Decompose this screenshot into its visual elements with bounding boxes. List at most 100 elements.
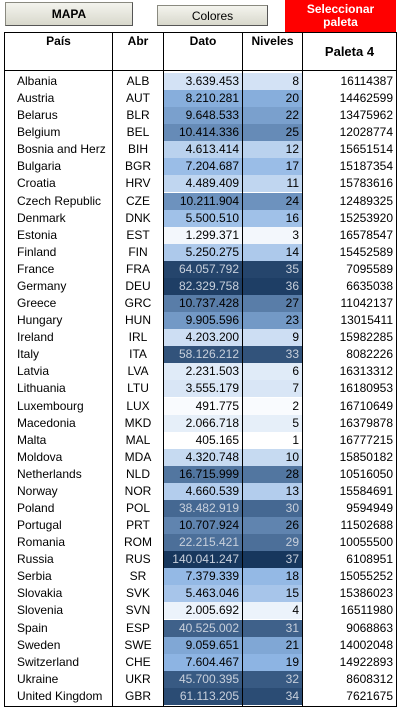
level-cell: 37 bbox=[243, 551, 302, 569]
palette-color-cell: 11502688 bbox=[340, 518, 394, 533]
palette-color-cell: 12028774 bbox=[339, 125, 393, 140]
country-cell: Luxembourg bbox=[17, 398, 84, 413]
header-divider bbox=[4, 70, 397, 71]
abbreviation-cell: UKR bbox=[125, 671, 151, 686]
abbreviation-cell: CZE bbox=[126, 193, 150, 208]
abbreviation-cell: DEU bbox=[125, 278, 151, 293]
value-cell: 61.113.205 bbox=[164, 687, 242, 705]
header-dato: Dato bbox=[189, 34, 217, 48]
level-cell: 36 bbox=[243, 277, 302, 295]
country-cell: Estonia bbox=[17, 227, 58, 242]
palette-color-cell: 8608312 bbox=[346, 671, 393, 686]
palette-color-cell: 9068863 bbox=[346, 620, 393, 635]
country-cell: Moldova bbox=[17, 449, 63, 464]
value-cell: 9.905.596 bbox=[164, 312, 242, 330]
abbreviation-cell: SWE bbox=[124, 637, 152, 652]
palette-color-cell: 16777215 bbox=[339, 432, 393, 447]
abbreviation-cell: ESP bbox=[125, 620, 150, 635]
value-cell: 58.126.212 bbox=[164, 346, 242, 364]
value-cell: 10.414.336 bbox=[164, 124, 242, 142]
palette-color-cell: 15982285 bbox=[339, 330, 393, 345]
country-cell: Denmark bbox=[17, 210, 66, 225]
country-cell: Italy bbox=[17, 347, 40, 362]
country-cell: Switzerland bbox=[17, 654, 80, 669]
palette-color-cell: 15187354 bbox=[339, 159, 393, 174]
abbreviation-cell: SVN bbox=[125, 603, 151, 618]
country-cell: Serbia bbox=[17, 569, 52, 584]
level-cell: 31 bbox=[243, 619, 302, 637]
country-cell: Ukraine bbox=[17, 671, 59, 686]
value-cell: 7.604.467 bbox=[164, 653, 242, 671]
country-cell: Albania bbox=[17, 74, 58, 88]
level-cell: 15 bbox=[243, 585, 302, 603]
value-cell: 405.165 bbox=[164, 431, 242, 449]
level-cell: 2 bbox=[243, 397, 302, 415]
abbreviation-cell: HUN bbox=[125, 313, 151, 328]
country-cell: Malta bbox=[17, 432, 47, 447]
country-cell: Belgium bbox=[17, 125, 61, 140]
header-paleta: Paleta 4 bbox=[324, 44, 375, 59]
palette-color-cell: 15850182 bbox=[339, 449, 393, 464]
abbreviation-cell: ROM bbox=[124, 535, 152, 550]
abbreviation-cell: FIN bbox=[128, 244, 148, 259]
level-cell: 7 bbox=[243, 380, 302, 398]
value-cell: 10.737.428 bbox=[164, 295, 242, 313]
abbreviation-cell: MDA bbox=[124, 449, 152, 464]
country-cell: Russia bbox=[17, 552, 54, 567]
level-cell: 1 bbox=[243, 431, 302, 449]
value-cell: 64.057.792 bbox=[164, 260, 242, 278]
abbreviation-cell: BGR bbox=[124, 159, 151, 174]
value-cell: 2.005.692 bbox=[164, 602, 242, 620]
level-cell: 14 bbox=[243, 243, 302, 261]
palette-color-cell: 15055252 bbox=[339, 569, 393, 584]
value-cell: 10.707.924 bbox=[164, 517, 242, 535]
level-cell: 23 bbox=[243, 312, 302, 330]
level-cell: 17 bbox=[243, 158, 302, 176]
palette-color-cell: 15452589 bbox=[339, 244, 393, 259]
palette-color-cell: 14922893 bbox=[339, 654, 393, 669]
palette-color-cell: 16511980 bbox=[340, 603, 394, 618]
seleccionar-paleta-button[interactable]: Seleccionar paleta bbox=[285, 0, 396, 32]
header-pais: País bbox=[46, 34, 71, 48]
abbreviation-cell: PRT bbox=[126, 518, 150, 533]
abbreviation-cell: LUX bbox=[126, 398, 150, 413]
country-cell: Czech Republic bbox=[17, 193, 102, 208]
country-cell: Hungary bbox=[17, 313, 63, 328]
level-cell: 4 bbox=[243, 602, 302, 620]
level-cell: 26 bbox=[243, 517, 302, 535]
value-cell: 140.041.247 bbox=[164, 551, 242, 569]
country-cell: Portugal bbox=[17, 518, 62, 533]
value-cell: 82.329.758 bbox=[164, 277, 242, 295]
palette-color-cell: 10516050 bbox=[339, 466, 393, 481]
value-cell: 38.482.919 bbox=[164, 500, 242, 517]
abbreviation-cell: FRA bbox=[126, 261, 150, 276]
value-cell: 5.500.510 bbox=[164, 209, 242, 227]
country-cell: Macedonia bbox=[17, 415, 76, 430]
palette-color-cell: 15584691 bbox=[339, 483, 393, 498]
abbreviation-cell: GRC bbox=[124, 296, 152, 311]
level-cell: 24 bbox=[243, 192, 302, 210]
level-cell: 27 bbox=[243, 295, 302, 313]
value-cell: 9.059.651 bbox=[164, 636, 242, 654]
value-cell: 2.231.503 bbox=[164, 363, 242, 381]
country-cell: Finland bbox=[17, 244, 57, 259]
value-cell: 9.648.533 bbox=[164, 107, 242, 125]
value-cell: 40.525.002 bbox=[164, 619, 242, 637]
colores-button[interactable]: Colores bbox=[157, 5, 268, 26]
abbreviation-cell: BEL bbox=[126, 125, 150, 140]
palette-color-cell: 13475962 bbox=[339, 108, 393, 123]
palette-color-cell: 6108951 bbox=[346, 552, 393, 567]
level-cell: 30 bbox=[243, 500, 302, 517]
value-cell: 3.555.179 bbox=[164, 380, 242, 398]
value-cell: 4.613.414 bbox=[164, 141, 242, 159]
country-cell: United Kingdom bbox=[17, 688, 103, 703]
country-cell: Bosnia and Herz bbox=[17, 142, 106, 157]
level-cell: 22 bbox=[243, 107, 302, 125]
palette-color-cell: 16313312 bbox=[339, 364, 393, 379]
country-cell: Bulgaria bbox=[17, 159, 62, 174]
value-cell: 2.066.718 bbox=[164, 414, 242, 432]
value-cell: 3.639.453 bbox=[164, 73, 242, 90]
abbreviation-cell: DNK bbox=[125, 210, 151, 225]
mapa-button[interactable]: MAPA bbox=[5, 2, 133, 26]
